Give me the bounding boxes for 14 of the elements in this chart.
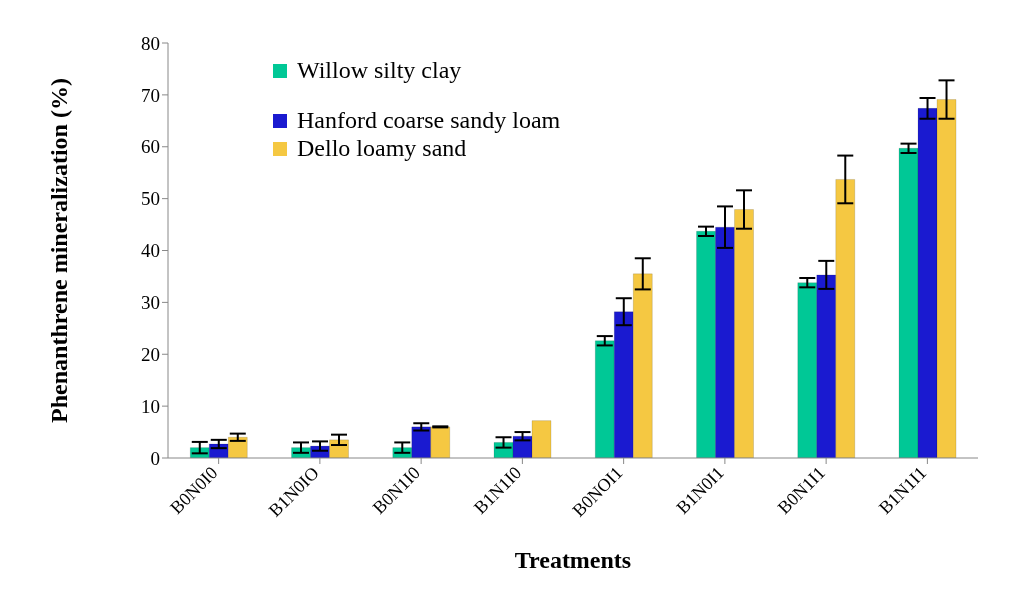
y-tick-label: 50 (141, 188, 160, 210)
y-tick-label: 80 (141, 32, 160, 54)
legend-label: Willow silty clay (297, 56, 462, 84)
y-tick-label: 40 (141, 240, 160, 262)
y-tick-label: 10 (141, 395, 160, 417)
y-axis-title: Phenanthrene mineralization (%) (45, 78, 72, 423)
legend-label: Dello loamy sand (297, 134, 467, 162)
legend-label: Hanford coarse sandy loam (297, 106, 561, 134)
y-tick-label: 60 (141, 136, 160, 158)
y-tick-label: 30 (141, 292, 160, 314)
y-tick-label: 70 (141, 84, 160, 106)
x-axis-title: Treatments (514, 547, 632, 573)
y-tick-label: 20 (141, 343, 160, 365)
y-tick-label: 0 (150, 447, 160, 469)
